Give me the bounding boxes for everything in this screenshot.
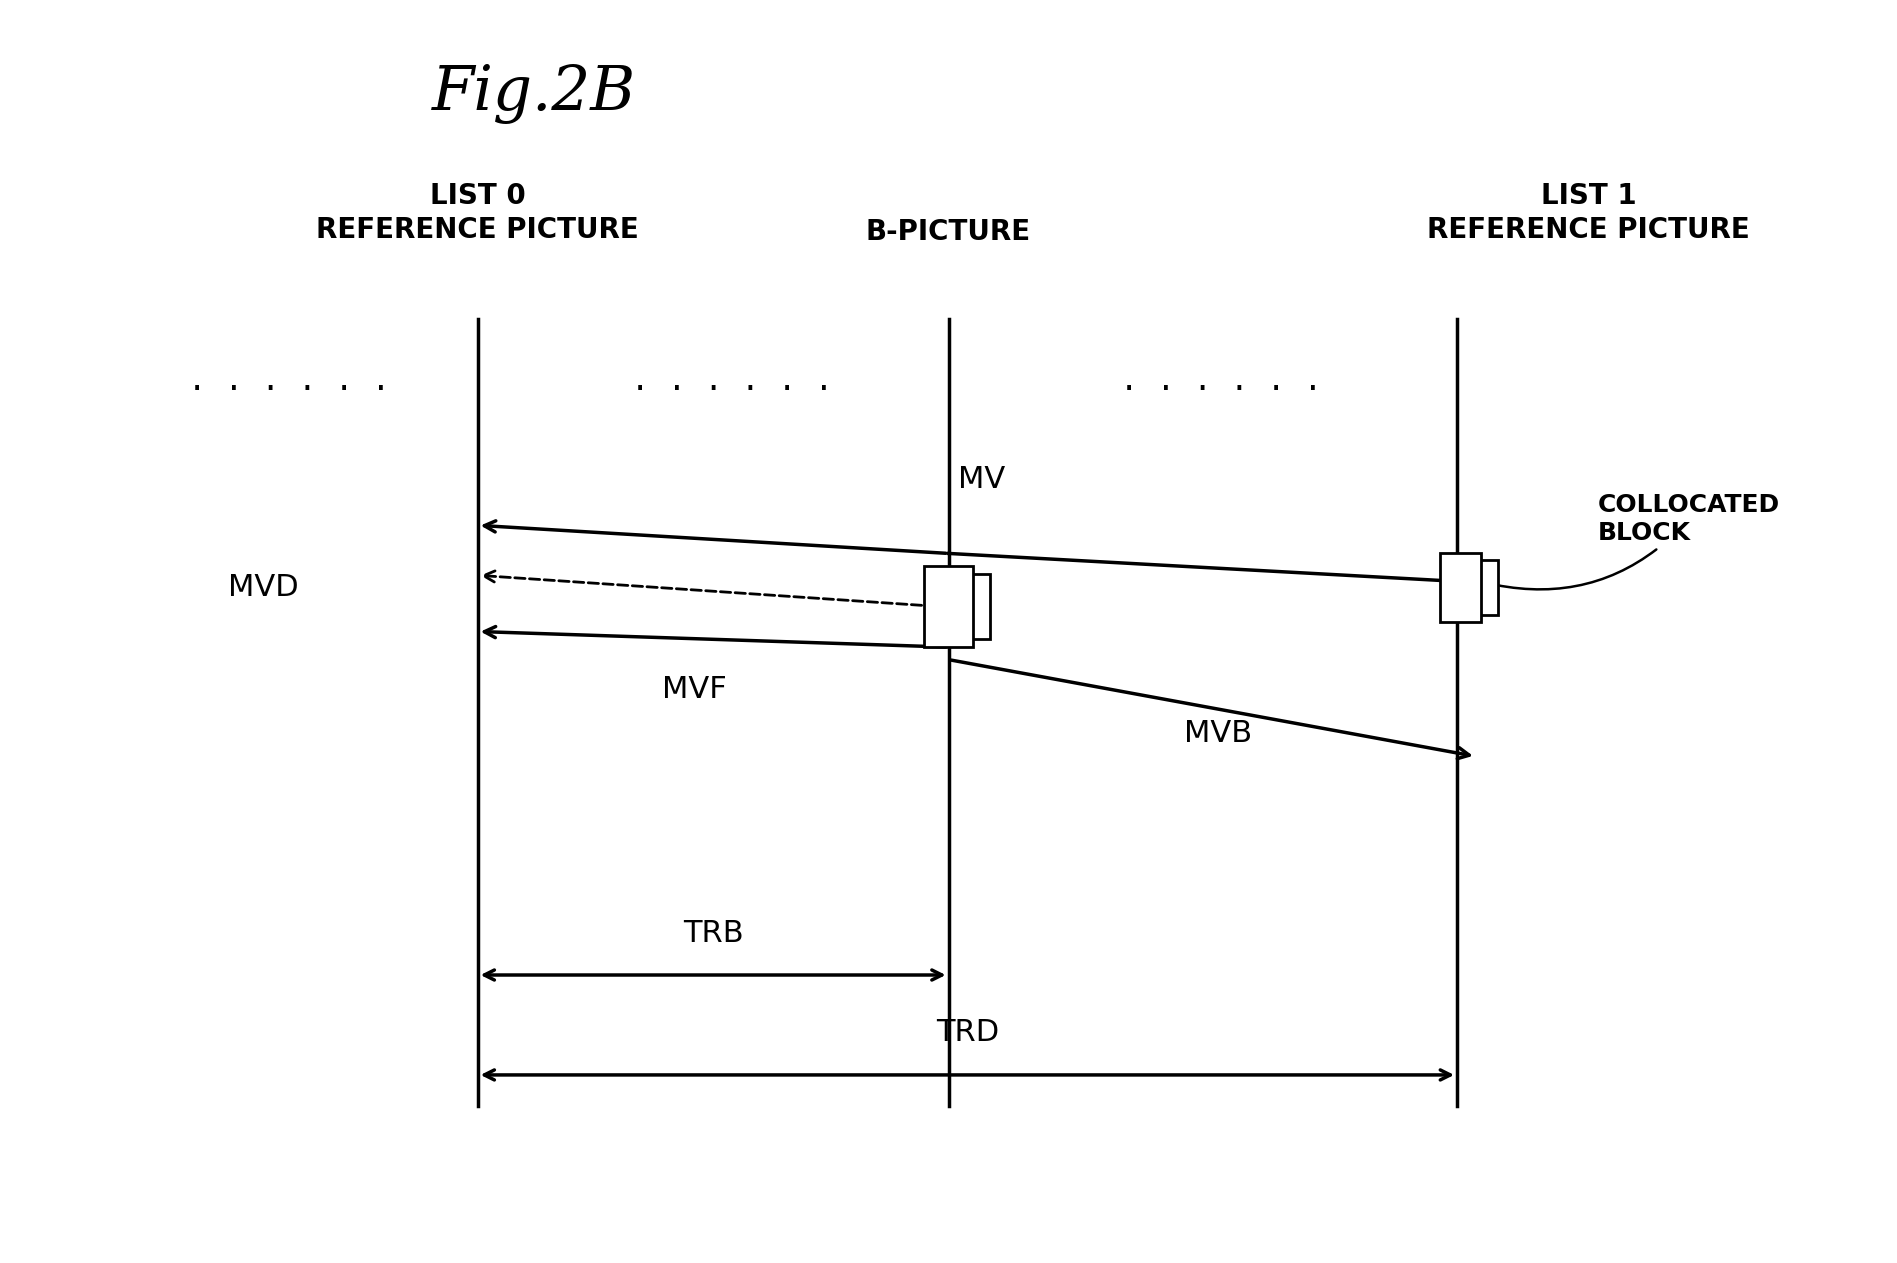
Text: B-PICTURE: B-PICTURE bbox=[865, 217, 1032, 246]
Text: . . . . . .: . . . . . . bbox=[632, 368, 833, 397]
Text: Fig.2B: Fig.2B bbox=[433, 64, 635, 124]
Text: MVD: MVD bbox=[228, 573, 300, 602]
Text: . . . . . .: . . . . . . bbox=[1121, 368, 1322, 397]
Text: MV: MV bbox=[958, 465, 1005, 494]
Text: MVF: MVF bbox=[662, 676, 727, 705]
Bar bbox=[941, 575, 990, 639]
Bar bbox=[1457, 561, 1497, 615]
Text: . . . . . .: . . . . . . bbox=[188, 368, 391, 397]
Text: LIST 0
REFERENCE PICTURE: LIST 0 REFERENCE PICTURE bbox=[317, 182, 639, 244]
Bar bbox=[1440, 553, 1482, 623]
Text: TRB: TRB bbox=[683, 918, 744, 947]
Text: MVB: MVB bbox=[1184, 719, 1252, 748]
Text: COLLOCATED
BLOCK: COLLOCATED BLOCK bbox=[1483, 493, 1779, 590]
Text: LIST 1
REFERENCE PICTURE: LIST 1 REFERENCE PICTURE bbox=[1427, 182, 1751, 244]
Text: TRD: TRD bbox=[935, 1018, 1000, 1047]
Bar bbox=[924, 566, 973, 647]
